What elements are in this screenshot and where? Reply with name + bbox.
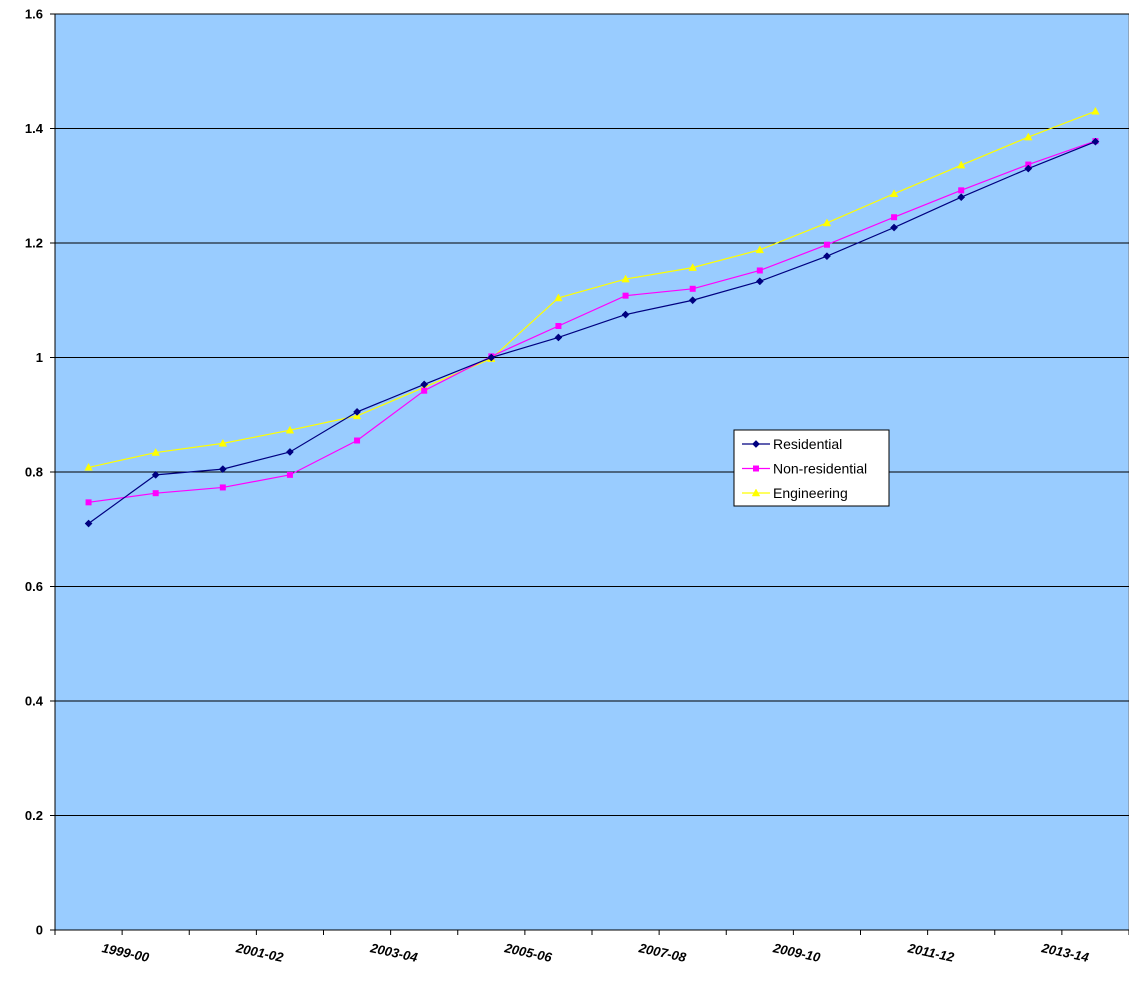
- data-point-residential: [1024, 164, 1033, 173]
- data-point-engineering: [688, 263, 697, 271]
- data-point-residential: [84, 519, 93, 528]
- data-point-non-residential: [286, 471, 293, 478]
- data-point-residential: [957, 193, 966, 202]
- data-point-non-residential: [958, 187, 965, 194]
- data-point-engineering: [554, 293, 563, 302]
- data-point-residential: [822, 252, 831, 261]
- data-point-non-residential: [152, 490, 159, 497]
- data-point-residential: [554, 333, 563, 342]
- data-point-engineering: [218, 438, 228, 447]
- series-line-engineering: [88, 110, 1096, 469]
- data-point-engineering: [151, 448, 160, 456]
- series-residential: [84, 137, 1100, 528]
- y-tick-label: 0.8: [25, 465, 43, 480]
- x-tick-label: 2007-08: [637, 940, 689, 965]
- data-point-engineering: [1091, 106, 1100, 115]
- y-tick-label: 0.2: [25, 808, 43, 823]
- y-tick-label: 1.6: [25, 7, 43, 22]
- legend: Residential Non-residential Engineering: [733, 429, 890, 507]
- data-point-non-residential: [85, 499, 92, 506]
- data-point-engineering: [285, 425, 295, 434]
- data-point-engineering: [84, 462, 93, 471]
- x-tick-label: 2005-06: [502, 940, 554, 965]
- x-tick-label: 2001-02: [234, 940, 286, 965]
- data-point-residential: [218, 465, 227, 474]
- data-point-engineering: [956, 160, 966, 169]
- y-tick-label: 1: [36, 350, 43, 365]
- y-tick-label: 1.2: [25, 236, 43, 251]
- data-point-non-residential: [891, 214, 898, 221]
- y-tick-label: 0.4: [25, 694, 44, 709]
- data-point-non-residential: [823, 241, 830, 248]
- data-point-residential: [420, 380, 429, 389]
- x-tick-label: 2013-14: [1039, 940, 1091, 965]
- legend-label-non-residential: Non-residential: [773, 461, 867, 477]
- data-point-residential: [487, 353, 496, 362]
- data-point-residential: [890, 223, 899, 232]
- series-line-residential: [88, 141, 1096, 525]
- data-point-residential: [285, 448, 294, 456]
- legend-marker-residential: [752, 440, 760, 448]
- y-tick-label: 0: [36, 923, 43, 938]
- data-point-non-residential: [555, 323, 562, 330]
- data-point-engineering: [822, 218, 832, 227]
- data-point-non-residential: [622, 292, 629, 299]
- x-tick-label: 2009-10: [771, 940, 823, 965]
- data-point-residential: [353, 407, 362, 416]
- data-point-non-residential: [756, 267, 763, 274]
- data-point-residential: [621, 310, 630, 319]
- x-tick-label: 1999-00: [101, 940, 152, 965]
- data-point-non-residential: [1025, 161, 1032, 168]
- x-tick-label: 2003-04: [368, 940, 420, 965]
- data-point-engineering: [621, 274, 630, 283]
- data-point-non-residential: [421, 387, 428, 394]
- series-line-non-residential: [88, 140, 1096, 503]
- data-point-non-residential: [354, 437, 361, 444]
- data-point-engineering: [1024, 132, 1033, 141]
- y-tick-label: 1.4: [25, 121, 44, 136]
- data-point-non-residential: [689, 285, 696, 292]
- data-point-residential: [688, 296, 697, 305]
- legend-label-residential: Residential: [773, 436, 842, 452]
- legend-label-engineering: Engineering: [773, 485, 848, 501]
- data-point-residential: [1091, 137, 1100, 146]
- data-point-engineering: [889, 189, 899, 198]
- x-tick-label: 2011-12: [906, 940, 957, 965]
- data-point-residential: [151, 470, 160, 479]
- data-point-engineering: [755, 245, 765, 254]
- data-point-non-residential: [219, 484, 226, 491]
- legend-marker-non-residential: [753, 465, 759, 472]
- legend-marker-engineering: [751, 488, 761, 497]
- data-point-residential: [755, 277, 764, 286]
- y-tick-label: 0.6: [25, 579, 43, 594]
